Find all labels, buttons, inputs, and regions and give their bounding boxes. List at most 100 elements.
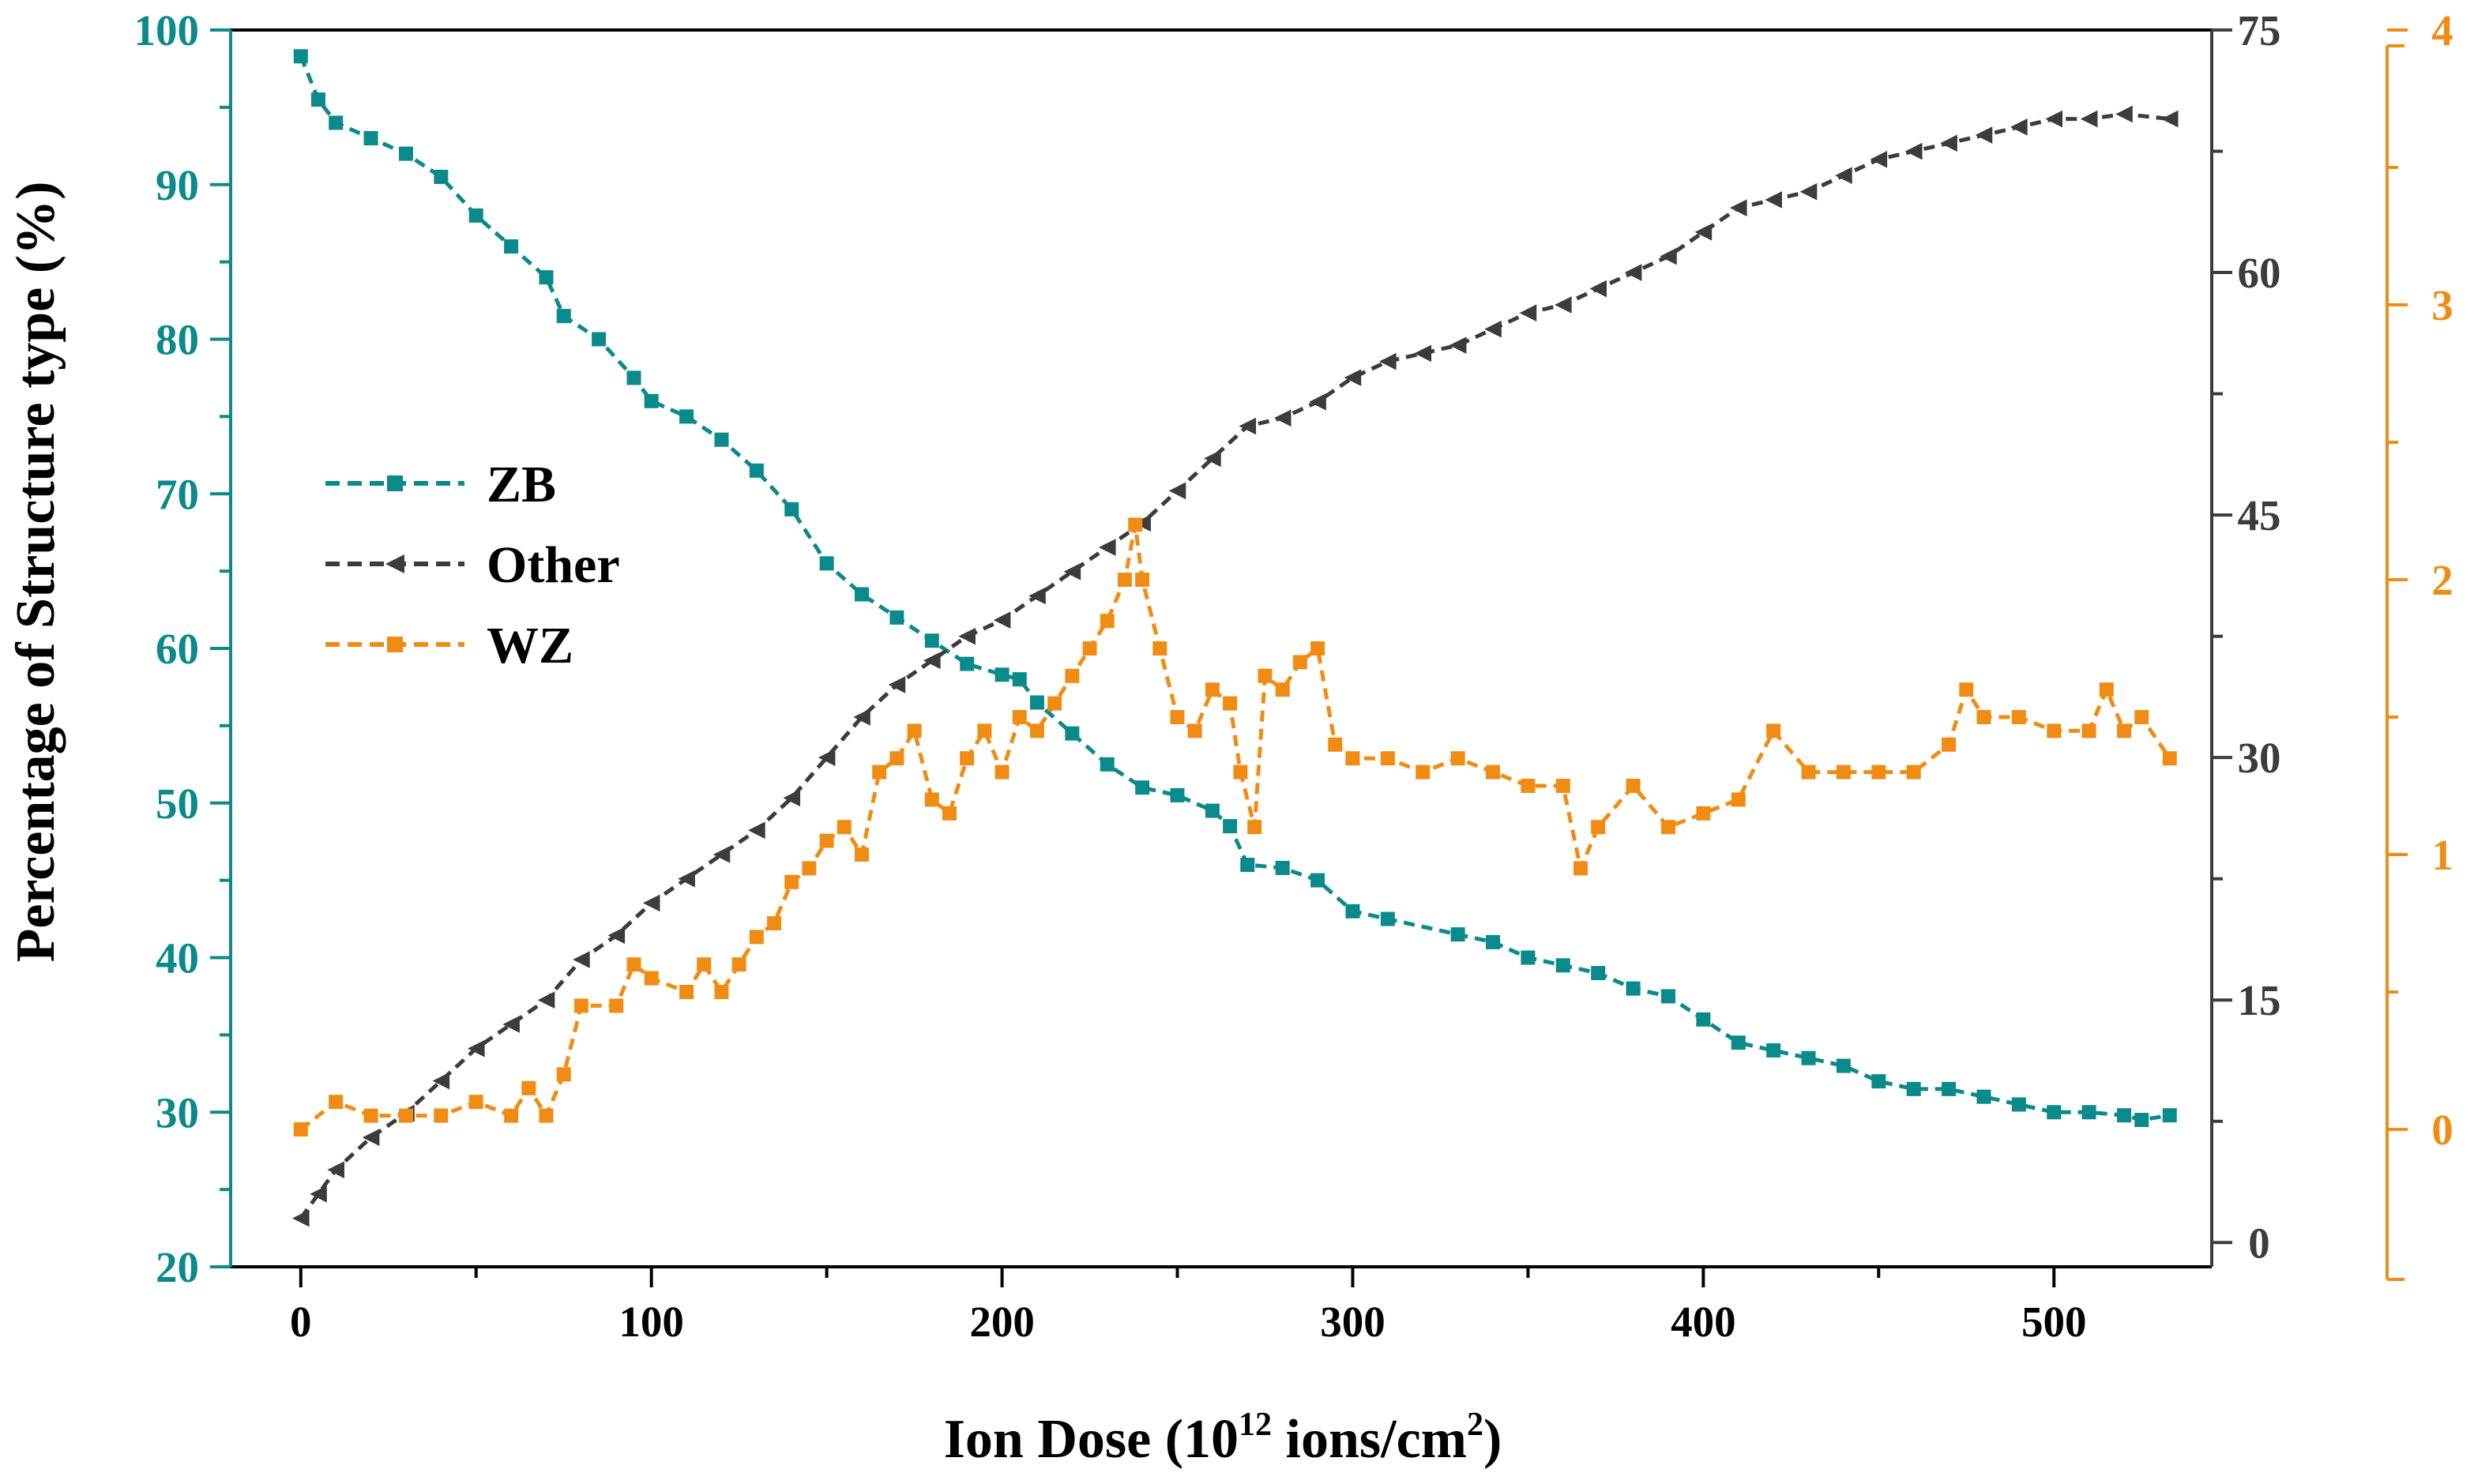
y-tick-label-left: 50 <box>156 780 199 828</box>
data-point-wz <box>398 1108 413 1123</box>
data-point-wz <box>1152 641 1167 656</box>
data-point-zb <box>1696 1012 1711 1027</box>
legend: ZB Other WZ <box>325 456 620 674</box>
data-point-wz <box>1100 614 1115 629</box>
data-point-other <box>1975 126 1993 144</box>
data-point-zb <box>1555 958 1570 973</box>
data-point-zb <box>1450 927 1465 942</box>
data-point-wz <box>1310 641 1325 656</box>
legend-swatch-marker <box>387 475 403 491</box>
y-tick-label-left: 30 <box>156 1088 199 1136</box>
y-tick-label-left: 80 <box>156 316 199 364</box>
y-axis-title: Percentage of Structure type (%) <box>6 182 66 963</box>
y-tick-label-right2: 0 <box>2431 1106 2453 1154</box>
x-axis-title-exponent: 12 <box>1239 1407 1272 1443</box>
data-point-other <box>748 821 765 840</box>
data-point-other <box>1309 393 1326 411</box>
data-point-wz <box>2162 751 2177 766</box>
data-point-zb <box>539 270 554 285</box>
data-point-wz <box>1906 765 1921 780</box>
data-point-other <box>1589 280 1607 298</box>
series-line-wz <box>299 522 2171 1131</box>
y-tick-label-right2: 1 <box>2431 831 2453 879</box>
data-point-other <box>888 676 906 693</box>
data-point-other <box>1449 336 1467 354</box>
data-point-wz <box>434 1108 449 1123</box>
data-point-other <box>1519 304 1537 322</box>
series-other <box>291 105 2179 1227</box>
y-tick-label-right2: 3 <box>2431 281 2453 329</box>
data-point-wz <box>872 765 887 780</box>
data-point-wz <box>521 1080 536 1095</box>
data-point-wz <box>1801 765 1816 780</box>
data-point-wz <box>1836 765 1851 780</box>
data-point-other <box>2115 105 2133 123</box>
data-point-other <box>1344 369 1362 386</box>
data-point-other <box>1835 167 1852 185</box>
y-tick-label-right1: 75 <box>2238 6 2281 54</box>
legend-swatch-marker <box>387 637 403 652</box>
data-point-other <box>362 1129 380 1147</box>
data-point-wz <box>1871 765 1886 780</box>
y-tick-label-left: 40 <box>156 934 199 982</box>
data-point-wz <box>749 930 764 945</box>
data-point-zb <box>819 556 834 571</box>
data-point-wz <box>1205 682 1220 697</box>
data-point-wz <box>1731 792 1746 807</box>
data-point-zb <box>1591 966 1606 981</box>
data-point-wz <box>1976 710 1991 724</box>
data-point-wz <box>1959 682 1974 697</box>
data-point-zb <box>1012 672 1027 687</box>
data-point-other <box>537 991 555 1009</box>
data-point-other <box>1239 417 1257 435</box>
x-tick-label: 0 <box>290 1298 312 1346</box>
legend-label: WZ <box>487 617 573 674</box>
data-point-wz <box>1012 710 1027 724</box>
data-point-other <box>573 951 590 968</box>
data-point-other <box>818 749 836 766</box>
data-point-other <box>783 789 801 807</box>
data-point-zb <box>329 115 344 130</box>
y-tick-label-right2: 4 <box>2431 6 2453 54</box>
legend-item-other: Other <box>325 536 620 594</box>
x-tick-label: 100 <box>618 1298 684 1346</box>
data-point-zb <box>1065 726 1080 741</box>
data-point-other <box>1624 264 1642 281</box>
data-point-zb <box>784 502 799 517</box>
legend-label: ZB <box>487 456 556 513</box>
data-point-other <box>993 611 1011 629</box>
data-point-zb <box>504 239 519 254</box>
data-point-wz <box>1521 779 1536 793</box>
data-point-other <box>1379 352 1397 370</box>
series-wz <box>293 517 2177 1136</box>
data-point-zb <box>1976 1089 1991 1104</box>
data-point-zb <box>1766 1043 1781 1058</box>
data-point-wz <box>329 1095 344 1110</box>
data-point-wz <box>924 792 939 807</box>
x-axis-title-end: ) <box>1483 1409 1502 1470</box>
x-axis-title-unit: ions/cm <box>1272 1409 1467 1470</box>
data-point-wz <box>1380 751 1395 766</box>
data-point-zb <box>1135 780 1150 795</box>
data-point-wz <box>2099 682 2114 697</box>
data-point-other <box>1028 587 1046 605</box>
data-point-wz <box>1233 765 1248 780</box>
data-point-zb <box>1223 819 1238 834</box>
data-point-wz <box>1345 751 1360 766</box>
data-point-wz <box>960 751 975 766</box>
data-point-zb <box>855 587 870 602</box>
data-point-other <box>1940 134 1957 152</box>
y-tick-label-right1: 15 <box>2238 976 2281 1024</box>
data-point-wz <box>977 723 992 738</box>
data-point-other <box>1414 344 1432 363</box>
data-point-zb <box>1731 1035 1746 1050</box>
data-point-zb <box>1626 981 1641 996</box>
data-point-zb <box>1801 1050 1816 1065</box>
data-point-wz <box>609 998 624 1013</box>
x-tick-label: 500 <box>2021 1298 2087 1346</box>
data-point-zb <box>592 332 607 347</box>
data-point-wz <box>767 916 782 930</box>
data-point-other <box>1694 224 1713 241</box>
data-point-other <box>1554 296 1572 314</box>
data-point-zb <box>2117 1108 2132 1123</box>
